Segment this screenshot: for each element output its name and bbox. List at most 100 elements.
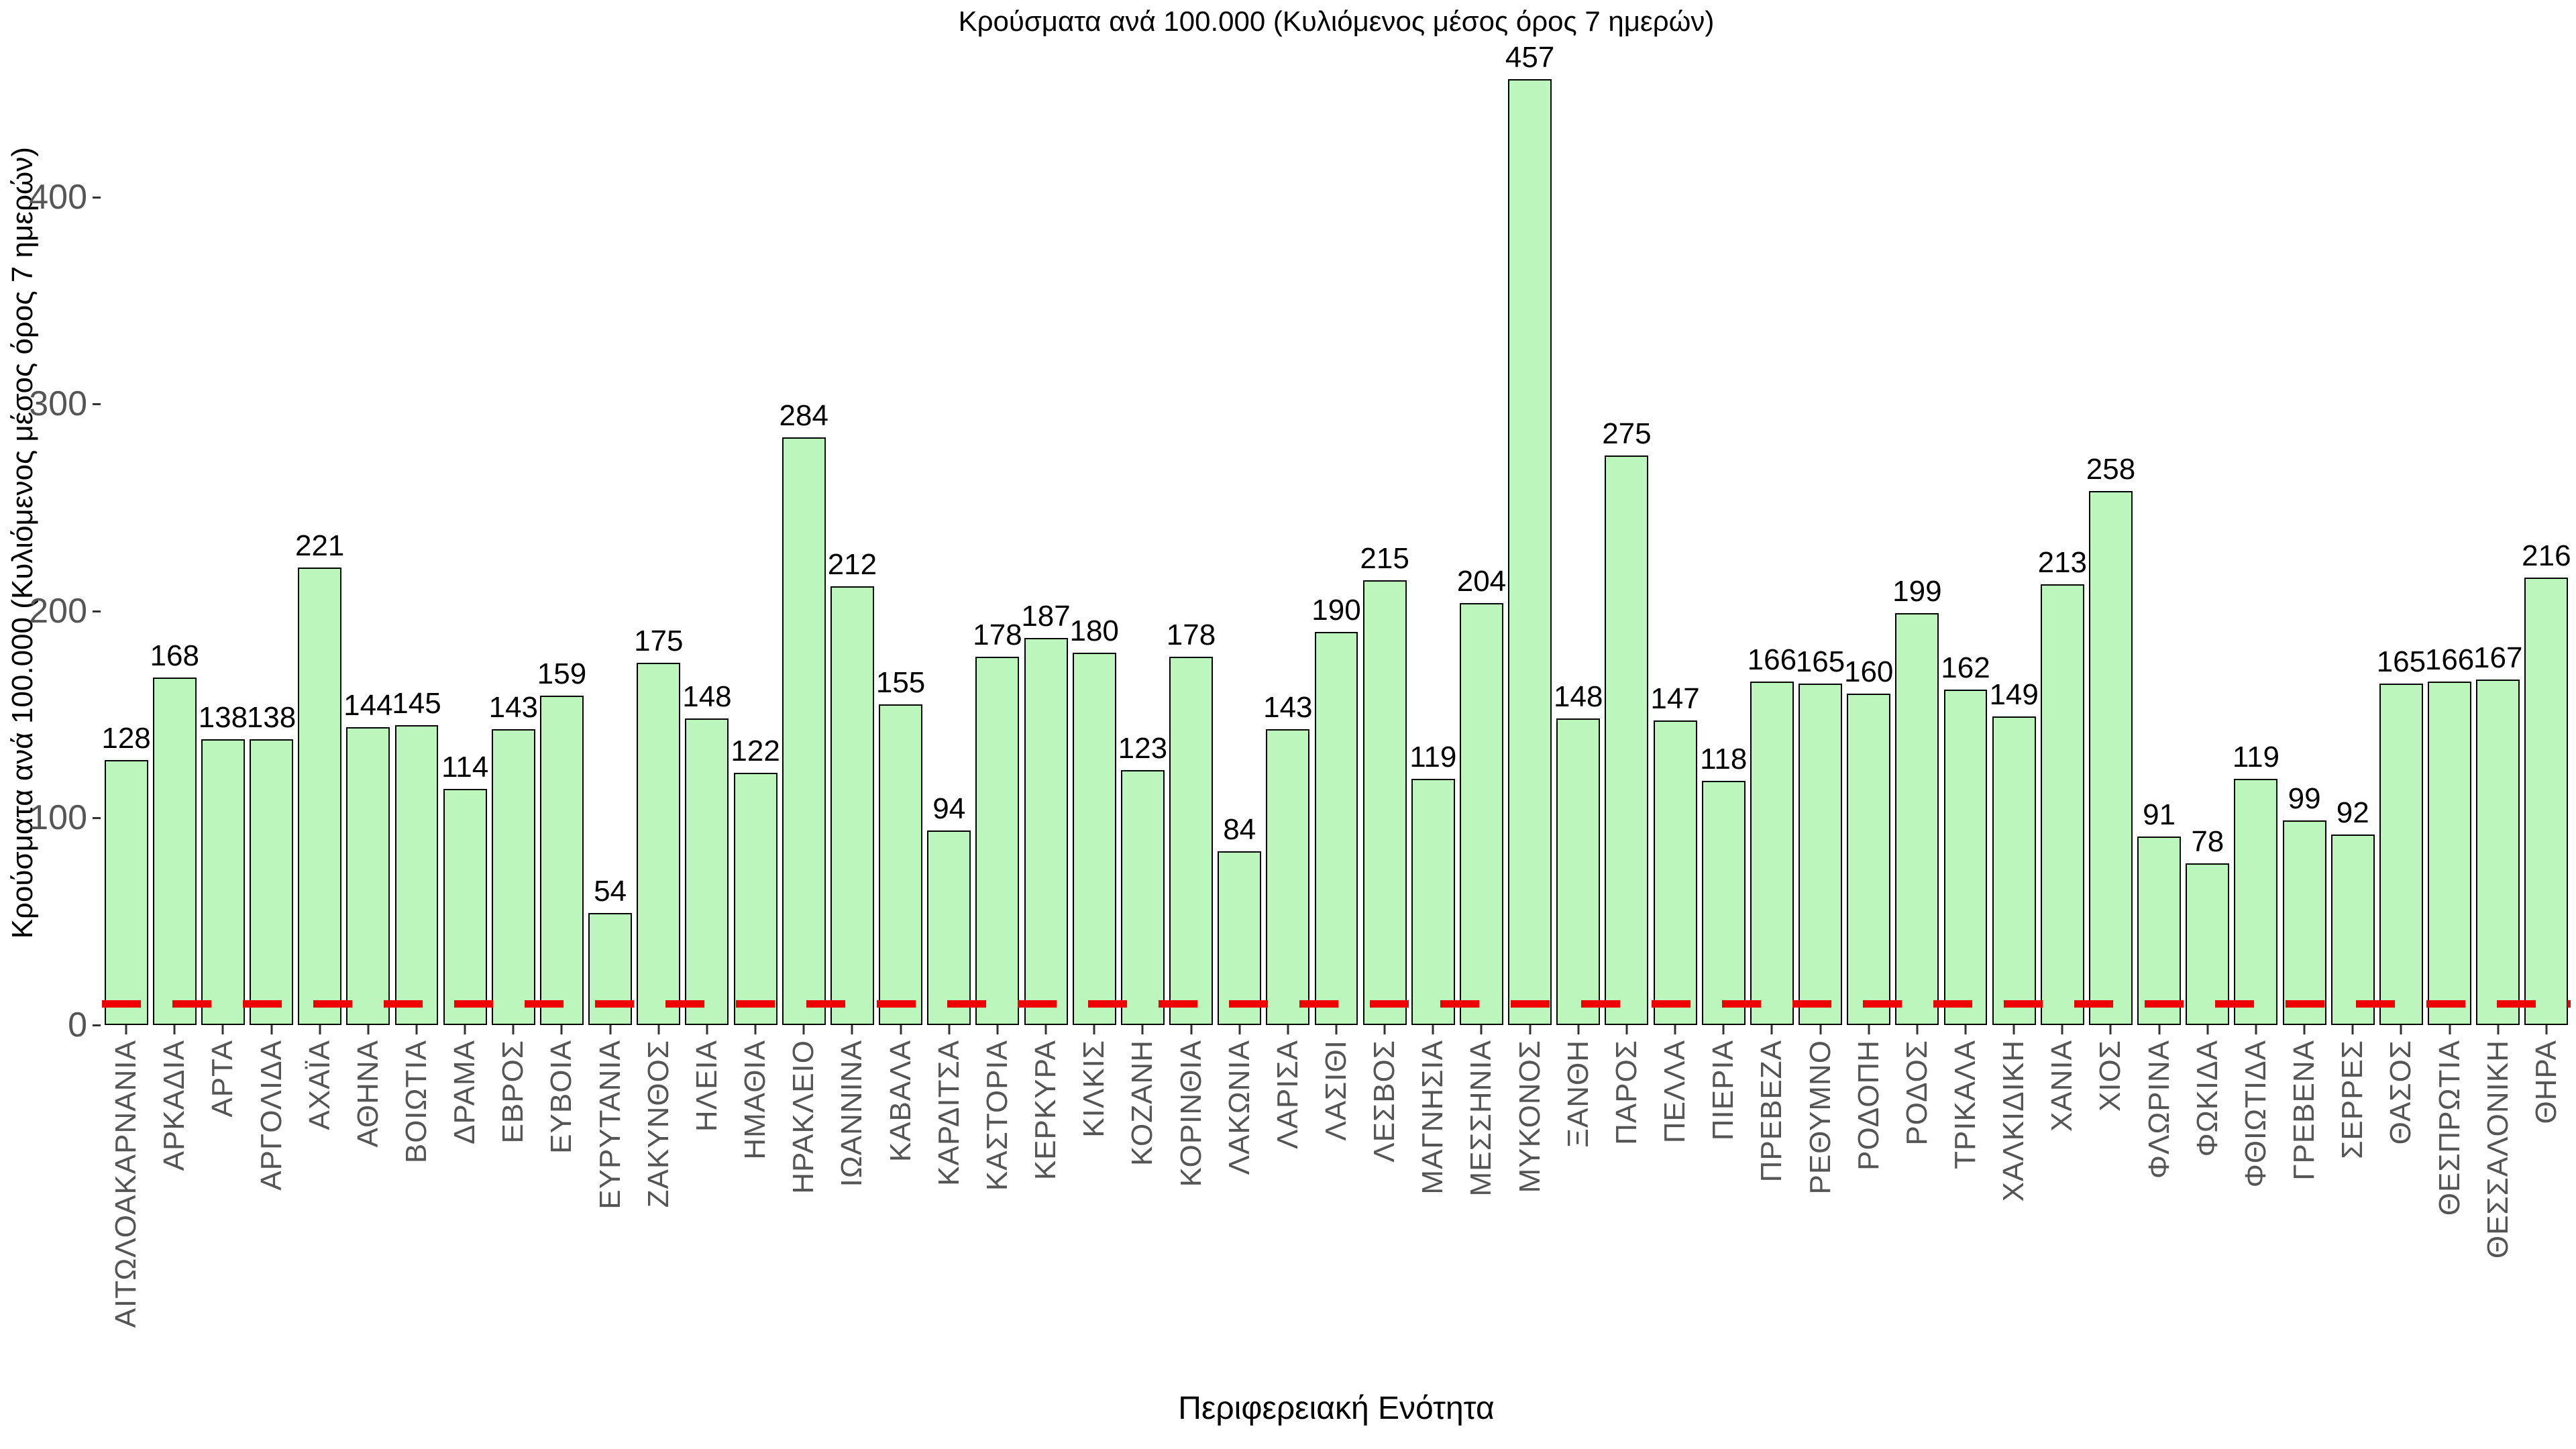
bar-slot: 165 [1796, 60, 1845, 1025]
x-tick-label-ΑΘΗΝΑ: ΑΘΗΝΑ [351, 1040, 384, 1148]
x-tick-mark [221, 1025, 224, 1034]
x-tick-mark [2303, 1025, 2306, 1034]
x-tick-mark [270, 1025, 273, 1034]
bar-slot: 180 [1069, 60, 1119, 1025]
value-label: 175 [634, 624, 684, 657]
bar-ΜΑΓΝΗΣΙΑ [1411, 778, 1455, 1025]
x-tick-mark [1190, 1025, 1193, 1034]
value-label: 144 [343, 688, 393, 722]
x-tick-mark [1238, 1025, 1241, 1034]
bar-ΘΗΡΑ [2524, 578, 2569, 1025]
value-label: 143 [1263, 690, 1313, 724]
x-tick-label-ΙΩΑΝΝΙΝΑ: ΙΩΑΝΝΙΝΑ [835, 1040, 869, 1187]
bar-ΚΑΒΑΛΑ [879, 704, 923, 1025]
x-tick-label-ΗΛΕΙΑ: ΗΛΕΙΑ [690, 1040, 723, 1132]
x-tick-mark [851, 1025, 853, 1034]
bar-ΡΕΘΥΜΝΟ [1799, 683, 1842, 1025]
value-label: 119 [2232, 740, 2280, 773]
y-tick-label: 0 [68, 1006, 87, 1044]
x-tick-label-ΤΡΙΚΑΛΑ: ΤΡΙΚΑΛΑ [1949, 1040, 1982, 1169]
y-tick-label: 300 [29, 384, 87, 424]
bar-slot: 212 [828, 60, 877, 1025]
x-tick-mark [1868, 1025, 1870, 1034]
bar-slot: 167 [2473, 60, 2523, 1025]
x-tick-label-ΦΛΩΡΙΝΑ: ΦΛΩΡΙΝΑ [2142, 1040, 2176, 1179]
x-tick-label-ΧΑΛΚΙΔΙΚΗ: ΧΑΛΚΙΔΙΚΗ [1997, 1040, 2031, 1202]
x-tick-mark [996, 1025, 999, 1034]
x-slot: ΛΑΚΩΝΙΑ [1216, 1025, 1264, 1414]
x-slot: ΜΕΣΣΗΝΙΑ [1457, 1025, 1505, 1414]
x-tick-mark [319, 1025, 321, 1034]
x-tick-label-ΑΡΚΑΔΙΑ: ΑΡΚΑΔΙΑ [158, 1040, 191, 1171]
x-slot: ΛΑΣΙΘΙ [1312, 1025, 1360, 1414]
x-tick-mark [1722, 1025, 1725, 1034]
value-label: 221 [294, 529, 345, 563]
x-tick-label-ΛΑΡΙΣΑ: ΛΑΡΙΣΑ [1271, 1040, 1304, 1149]
bar-ΕΥΒΟΙΑ [540, 696, 584, 1025]
x-tick-mark [560, 1025, 563, 1034]
x-tick-mark [1480, 1025, 1483, 1034]
bar-ΚΙΛΚΙΣ [1072, 652, 1116, 1025]
x-tick-mark [464, 1025, 466, 1034]
x-slot: ΕΒΡΟΣ [489, 1025, 537, 1414]
bar-slot: 148 [1554, 60, 1603, 1025]
y-tick-mark [93, 817, 101, 820]
value-label: 118 [1700, 742, 1748, 775]
bar-slot: 119 [2232, 60, 2280, 1025]
value-label: 78 [2191, 825, 2224, 859]
x-slot: ΚΟΡΙΝΘΙΑ [1167, 1025, 1215, 1414]
x-tick-label-ΠΙΕΡΙΑ: ΠΙΕΡΙΑ [1707, 1040, 1740, 1141]
value-label: 94 [932, 792, 966, 825]
bar-slot: 91 [2135, 60, 2184, 1025]
x-tick-mark [2061, 1025, 2063, 1034]
x-tick-mark [1770, 1025, 1773, 1034]
bar-ΛΕΣΒΟΣ [1362, 580, 1407, 1025]
bar-slot: 54 [586, 60, 635, 1025]
bar-slot: 122 [731, 60, 780, 1025]
x-tick-mark [1432, 1025, 1434, 1034]
x-tick-mark [2545, 1025, 2548, 1034]
x-tick-label-ΜΑΓΝΗΣΙΑ: ΜΑΓΝΗΣΙΑ [1416, 1040, 1450, 1195]
x-slot: ΠΡΕΒΕΖΑ [1748, 1025, 1796, 1414]
bar-ΠΕΛΛΑ [1653, 720, 1697, 1025]
x-tick-label-ΧΑΝΙΑ: ΧΑΝΙΑ [2045, 1040, 2079, 1132]
bar-ΒΟΙΩΤΙΑ [394, 724, 439, 1025]
x-slot: ΘΕΣΣΑΛΟΝΙΚΗ [2474, 1025, 2522, 1414]
value-label: 178 [973, 618, 1022, 651]
value-label: 187 [1021, 599, 1071, 633]
bar-ΑΧΑΪΑ [298, 568, 342, 1025]
x-tick-mark [754, 1025, 757, 1034]
x-slot: ΗΡΑΚΛΕΙΟ [780, 1025, 828, 1414]
x-tick-label-ΘΕΣΣΑΛΟΝΙΚΗ: ΘΕΣΣΑΛΟΝΙΚΗ [2481, 1040, 2514, 1259]
bar-ΜΕΣΣΗΝΙΑ [1459, 602, 1503, 1025]
bar-slot: 145 [392, 60, 441, 1025]
bar-ΑΙΤΩΛΟΑΚΑΡΝΑΝΙΑ [104, 760, 148, 1025]
value-label: 155 [875, 665, 926, 699]
value-label: 457 [1505, 40, 1555, 74]
x-tick-label-ΛΑΣΙΘΙ: ΛΑΣΙΘΙ [1319, 1040, 1352, 1141]
x-slot: ΑΡΤΑ [199, 1025, 247, 1414]
bar-slot: 221 [294, 60, 345, 1025]
x-tick-label-ΑΧΑΪΑ: ΑΧΑΪΑ [303, 1040, 336, 1130]
x-slot: ΦΩΚΙΔΑ [2184, 1025, 2232, 1414]
bar-slot: 216 [2522, 60, 2571, 1025]
bar-slot: 178 [1167, 60, 1216, 1025]
x-tick-mark [1674, 1025, 1676, 1034]
bar-slot: 457 [1505, 42, 1554, 1025]
bar-ΚΕΡΚΥΡΑ [1024, 637, 1068, 1025]
x-slot: ΧΑΛΚΙΔΙΚΗ [1990, 1025, 2038, 1414]
value-label: 148 [682, 680, 732, 714]
x-slot: ΑΘΗΝΑ [344, 1025, 392, 1414]
x-tick-mark [609, 1025, 612, 1034]
x-slot: ΤΡΙΚΑΛΑ [1941, 1025, 1990, 1414]
bar-slot: 275 [1602, 60, 1652, 1025]
bar-ΑΘΗΝΑ [346, 727, 390, 1025]
x-tick-label-ΚΕΡΚΥΡΑ: ΚΕΡΚΥΡΑ [1029, 1040, 1063, 1181]
x-tick-label-ΖΑΚΥΝΘΟΣ: ΖΑΚΥΝΘΟΣ [641, 1040, 675, 1208]
bar-ΘΕΣΠΡΩΤΙΑ [2428, 681, 2472, 1025]
value-label: 84 [1223, 812, 1256, 846]
value-label: 167 [2473, 641, 2523, 674]
x-tick-label-ΠΡΕΒΕΖΑ: ΠΡΕΒΕΖΑ [1755, 1040, 1788, 1183]
y-tick-label: 400 [29, 177, 87, 217]
value-label: 166 [2424, 643, 2475, 676]
